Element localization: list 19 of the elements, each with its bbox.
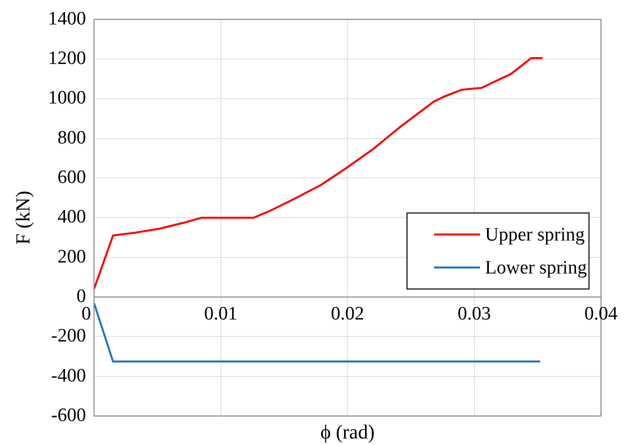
x-tick-label: 0.04 [584, 304, 618, 325]
y-tick-label: 400 [58, 206, 86, 228]
y-tick-label: 1200 [48, 48, 86, 70]
x-tick-label: 0.03 [458, 304, 491, 325]
y-tick-label: -400 [51, 365, 86, 386]
y-tick-label: 200 [58, 246, 86, 268]
x-tick-label: 0.02 [330, 304, 364, 325]
y-axis-title: F (kN) [12, 190, 34, 245]
x-axis-title: ϕ (rad) [320, 421, 375, 444]
x-tick-label: 0.01 [204, 304, 238, 325]
y-tick-label: 600 [58, 167, 86, 188]
y-tick-label: 800 [58, 127, 86, 148]
y-tick-label: 0 [76, 286, 86, 308]
legend-label: Lower spring [485, 258, 588, 279]
y-tick-label: 1000 [48, 88, 86, 109]
y-tick-label: -200 [51, 326, 86, 347]
legend-label: Upper spring [485, 224, 586, 246]
y-tick-label: 1400 [48, 8, 86, 30]
y-tick-label: -600 [51, 404, 86, 426]
